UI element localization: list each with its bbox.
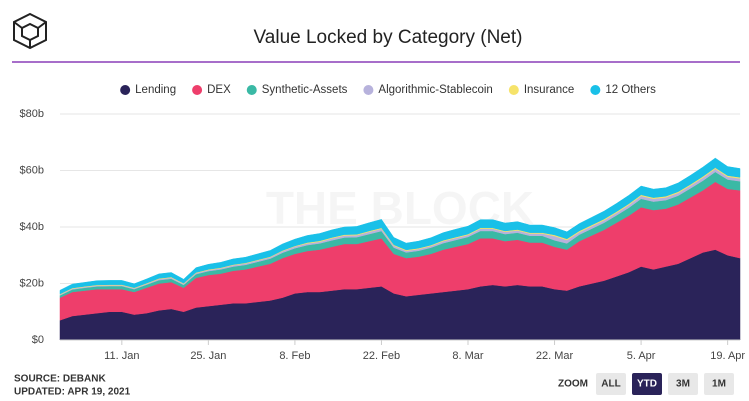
zoom-button-label: YTD — [637, 379, 657, 390]
x-tick-label: 22. Mar — [536, 350, 574, 362]
legend-label: Insurance — [524, 84, 575, 96]
legend-label: DEX — [207, 84, 231, 96]
legend-marker — [363, 85, 374, 95]
zoom-label: ZOOM — [558, 379, 588, 390]
x-tick-label: 25. Jan — [190, 350, 226, 362]
zoom-button[interactable]: ALL — [596, 373, 626, 395]
legend-item: Insurance — [508, 84, 575, 96]
legend-item: Synthetic-Assets — [246, 84, 348, 96]
zoom-button-label: ALL — [601, 379, 620, 390]
legend-marker — [192, 85, 203, 95]
legend-label: Synthetic-Assets — [262, 84, 348, 96]
legend: Lending DEX Synthetic-Assets Algorithmic-St… — [120, 84, 656, 96]
y-tick-label: $60b — [20, 164, 44, 176]
y-tick-label: $40b — [20, 221, 44, 233]
zoom-button-bg — [704, 373, 734, 395]
legend-marker — [246, 85, 257, 95]
legend-item: Algorithmic-Stablecoin — [363, 84, 493, 96]
y-tick-label: $80b — [20, 108, 44, 120]
chart-title: Value Locked by Category (Net) — [254, 27, 523, 48]
x-tick-label: 11. Jan — [104, 350, 139, 362]
legend-marker — [590, 85, 601, 95]
legend-label: Lending — [135, 84, 176, 96]
zoom-button-bg — [632, 373, 662, 395]
x-tick-label: 8. Mar — [452, 350, 484, 362]
x-tick-label: 5. Apr — [627, 350, 656, 362]
legend-item: DEX — [192, 84, 231, 96]
legend-item: 12 Others — [590, 84, 656, 96]
area — [59, 157, 741, 295]
zoom-button[interactable]: YTD — [632, 373, 662, 395]
legend-label: 12 Others — [605, 84, 656, 96]
source: SOURCE: DEBANK — [14, 374, 106, 385]
zoom-button-label: 3M — [676, 379, 690, 390]
legend-marker — [508, 85, 519, 95]
legend-item: Lending — [120, 84, 176, 96]
x-tick-label: 19. Apr — [710, 350, 745, 362]
y-tick-label: $0 — [32, 334, 44, 346]
zoom-button[interactable]: 1M — [704, 373, 734, 395]
y-tick-label: $20b — [20, 277, 44, 289]
x-tick-label: 22. Feb — [363, 350, 400, 362]
legend-marker — [120, 85, 131, 95]
updated: UPDATED: APR 19, 2021 — [14, 387, 131, 398]
legend-label: Algorithmic-Stablecoin — [378, 84, 492, 96]
zoom-button[interactable]: 3M — [668, 373, 698, 395]
zoom-button-bg — [668, 373, 698, 395]
x-tick-label: 8. Feb — [279, 350, 310, 362]
logo — [13, 12, 47, 50]
zoom-button-bg — [596, 373, 626, 395]
zoom-button-label: 1M — [712, 379, 726, 390]
